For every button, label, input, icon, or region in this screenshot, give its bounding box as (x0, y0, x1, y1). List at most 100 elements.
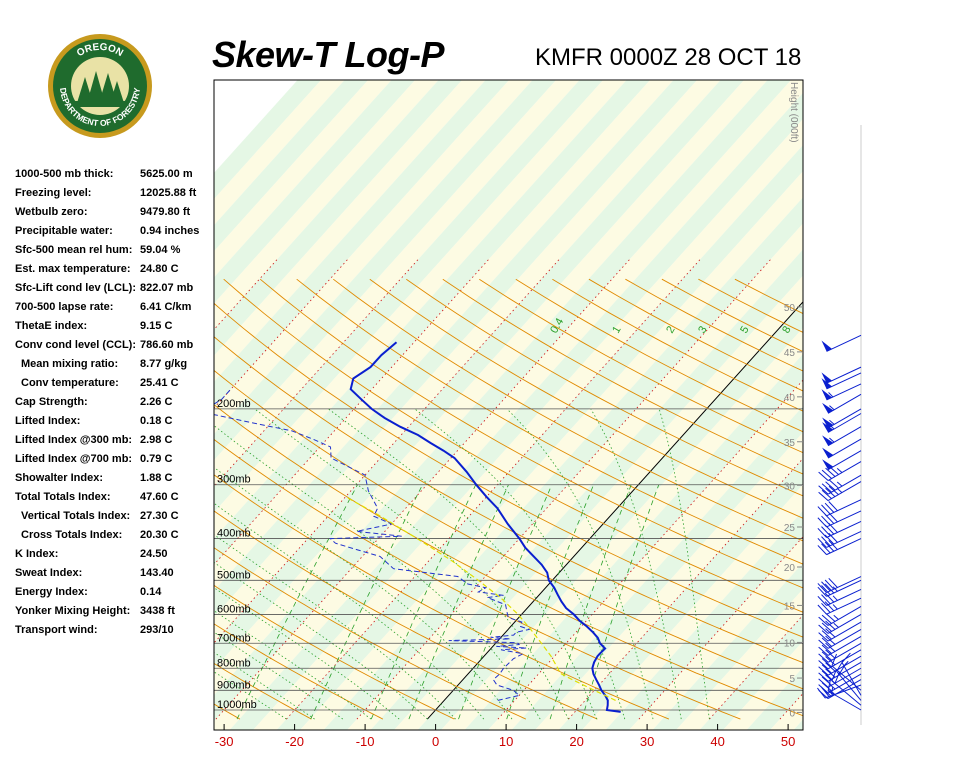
moist-adiabat-line (214, 671, 287, 720)
stat-label: Mean mixing ratio: (21, 358, 119, 370)
dry-adiabat-line (296, 278, 803, 565)
stat-value: 5625.00 m (140, 168, 193, 180)
wind-barb-staff (827, 474, 862, 495)
wind-barb-feather (818, 666, 829, 676)
background-band (699, 615, 803, 730)
wind-barb-staff (827, 679, 862, 700)
wind-barb-staff (827, 481, 862, 502)
wind-barb-staff (827, 613, 862, 634)
wind-barb-staff (827, 438, 862, 459)
wind-barb-feather (825, 674, 836, 684)
stat-label: Sfc-Lift cond lev (LCL): (15, 282, 136, 294)
wind-barb-feather (821, 526, 831, 537)
wind-barb-staff (827, 393, 862, 414)
moist-adiabat-line (214, 651, 315, 720)
stat-value: 0.79 C (140, 453, 173, 465)
wind-barb-feather (821, 614, 832, 624)
wind-barb-staff (827, 621, 862, 642)
wind-barb-staff (826, 366, 862, 384)
stat-label: Transport wind: (15, 624, 98, 636)
pressure-label: 500mb (217, 569, 251, 581)
wind-barb-half-feather (832, 604, 838, 610)
wind-barb-feather (828, 577, 838, 588)
wind-barb-staff (827, 661, 862, 682)
stat-label: Lifted Index @700 mb: (15, 453, 133, 465)
wind-barb-feather (818, 471, 829, 481)
height-tick-label: 20 (784, 563, 796, 574)
dry-adiabat-line (214, 404, 803, 717)
height-tick-label: 45 (784, 348, 796, 359)
stat-value: 822.07 mb (140, 282, 194, 294)
mixing-ratio-line (310, 484, 423, 720)
svg-text:OREGON: OREGON (75, 42, 125, 59)
wind-barb-feather (825, 628, 836, 638)
wind-barb-half-feather (836, 467, 843, 473)
wind-barb-staff (827, 628, 862, 649)
wind-barb-feather (821, 682, 832, 692)
wind-barb (821, 383, 862, 401)
wind-barb (818, 655, 862, 676)
stat-value: 47.60 C (140, 491, 179, 503)
background-band (605, 510, 803, 730)
height-tick-label: 5 (789, 674, 795, 685)
wind-barb (818, 679, 862, 700)
wind-barb-feather (821, 630, 832, 640)
stat-label: Energy Index: (15, 586, 88, 598)
stat-value: 9.15 C (140, 320, 173, 332)
wind-barb-feather (824, 592, 835, 603)
wind-barb-feather (817, 586, 827, 597)
stat-value: 8.77 g/kg (140, 358, 188, 370)
pressure-label: 1000mb (217, 699, 257, 711)
x-tick-label: 10 (499, 734, 513, 749)
dry-adiabat-line (214, 474, 670, 720)
mixing-ratio-label: 1 (610, 324, 623, 335)
height-tick-label: 35 (784, 438, 796, 449)
wind-barb-staff (826, 530, 862, 548)
background-band (888, 80, 960, 730)
wind-barb-feather (821, 664, 832, 674)
wind-barb-feather (825, 662, 836, 672)
stat-label: Sweat Index: (15, 567, 83, 579)
pressure-label: 700mb (217, 632, 251, 644)
wind-barb-feather (818, 672, 829, 682)
stat-value: 25.41 C (140, 377, 179, 389)
wind-barb (818, 621, 862, 642)
stat-value: 3438 ft (140, 605, 175, 617)
wind-barb-flag (821, 372, 832, 384)
background-band (214, 80, 803, 730)
wind-barb-flag (822, 459, 834, 470)
wind-barb-feather (821, 602, 831, 613)
dry-adiabat-line (214, 584, 455, 720)
pressure-label: 400mb (217, 528, 251, 540)
height-axis-label: Height (000ft) (788, 82, 799, 143)
moist-adiabat-line (214, 561, 428, 720)
wind-barb-feather (821, 469, 832, 479)
stat-label: Conv cond level (CCL): (15, 339, 137, 351)
stat-label: ThetaE index: (15, 320, 88, 332)
stat-value: 293/10 (140, 624, 174, 636)
wind-barb-flag (822, 435, 834, 446)
wind-barb (818, 474, 862, 495)
dry-adiabat-line (333, 278, 803, 542)
wind-barb-feather (818, 616, 829, 626)
stat-value: 9479.80 ft (140, 206, 191, 218)
stat-label: Lifted Index @300 mb: (15, 434, 133, 446)
wind-barb-feather (824, 502, 835, 513)
wind-barb-flag (821, 340, 832, 352)
wind-barb-feather (818, 684, 829, 694)
wind-barb (821, 334, 862, 352)
wind-barb-feather (824, 583, 835, 594)
stat-value: 24.50 (140, 548, 168, 560)
stat-value: 24.80 C (140, 263, 179, 275)
pressure-label: 300mb (217, 474, 251, 486)
station-datetime: KMFR 0000Z 28 OCT 18 (535, 44, 802, 71)
stat-label: Yonker Mixing Height: (15, 605, 131, 617)
wind-barb-feather (821, 644, 832, 654)
wind-barb-flag (822, 447, 834, 459)
wind-barb-feather (817, 527, 827, 538)
wind-barb-feather (818, 485, 829, 495)
background-band (911, 80, 960, 730)
moist-adiabat-line (414, 408, 626, 720)
x-tick-label: 30 (640, 734, 654, 749)
wind-barb-half-feather (828, 690, 834, 696)
